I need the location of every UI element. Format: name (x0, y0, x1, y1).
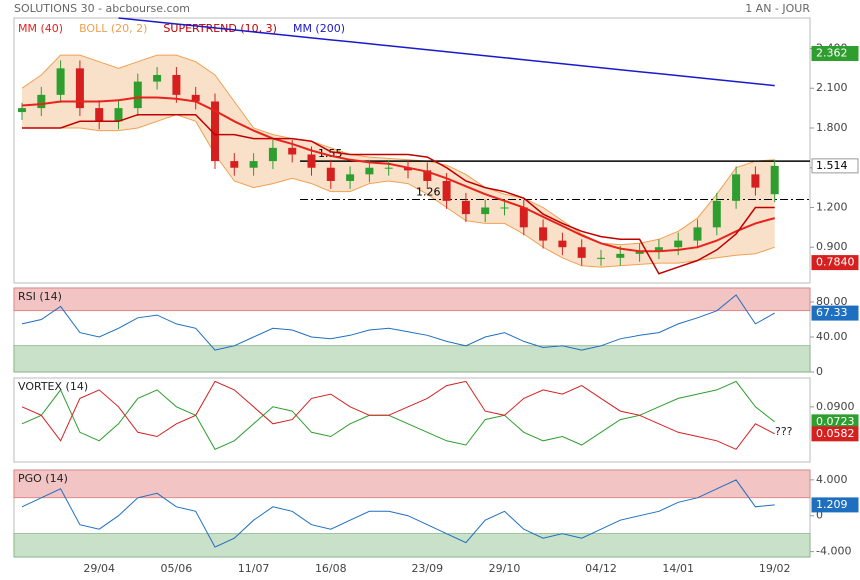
candle-body (500, 207, 509, 209)
candle-body (404, 167, 412, 171)
page-title: SOLUTIONS 30 - abcbourse.com (14, 2, 190, 15)
legend-entry: MM (40) (18, 22, 63, 35)
candle-body (56, 68, 65, 95)
legend-entry: MM (200) (293, 22, 345, 35)
x-tick-label: 14/01 (662, 562, 694, 575)
overbought-zone (13, 287, 811, 312)
candle-body (365, 167, 374, 175)
panel-title: PGO (14) (18, 472, 68, 485)
candle-body (307, 154, 316, 168)
candle-body (191, 94, 200, 102)
candle-body (461, 200, 470, 215)
value-tag-label: 0.7840 (816, 256, 855, 269)
candle-body (346, 174, 355, 181)
x-tick-label: 11/07 (238, 562, 270, 575)
y-tick-label: 1.200 (816, 200, 848, 213)
candle-body (635, 251, 644, 254)
x-tick-label: 04/12 (585, 562, 617, 575)
candle-body (481, 207, 490, 215)
candle-body (732, 174, 741, 201)
value-tag (811, 497, 859, 513)
candle-body (712, 200, 721, 228)
panel-title: RSI (14) (18, 290, 62, 303)
y-tick-label: 80.00 (816, 295, 848, 308)
panel-title: VORTEX (14) (18, 380, 88, 393)
candle-body (751, 174, 760, 188)
y-tick-label: 1.800 (816, 121, 848, 134)
candle-body (654, 247, 663, 252)
candle-body (423, 170, 432, 181)
candle-body (95, 108, 104, 122)
y-tick-label: 40.00 (816, 330, 848, 343)
moving-line (21, 96, 775, 253)
value-tag-label: 0.0582 (816, 427, 855, 440)
candle-body (114, 108, 123, 122)
candle-body (288, 147, 297, 155)
bollinger-upper (21, 54, 775, 246)
candle-body (442, 180, 451, 201)
y-tick-label: 0.900 (816, 240, 848, 253)
candle-body (597, 257, 605, 259)
candle-body (153, 74, 162, 82)
indicator-line (21, 380, 775, 450)
value-tag-label: 67.33 (816, 306, 848, 319)
period: 1 AN - JOUR (745, 2, 810, 15)
candle-body (519, 207, 528, 228)
value-tag (811, 255, 859, 271)
legend-entry: BOLL (20, 2) (79, 22, 147, 35)
oversold-zone (13, 345, 811, 373)
value-tag-label: 2.362 (816, 47, 848, 60)
candle-body (693, 227, 702, 241)
candle-body (558, 240, 567, 248)
annotation: ??? (775, 425, 793, 438)
value-tag (811, 46, 859, 62)
x-tick-label: 19/02 (759, 562, 791, 575)
y-tick-label: 4.000 (816, 473, 848, 486)
value-tag-label: 1.209 (816, 498, 848, 511)
overbought-zone (13, 469, 811, 499)
x-tick-label: 29/04 (83, 562, 115, 575)
panel (13, 377, 811, 463)
y-tick-label: 0 (816, 365, 823, 378)
candle-body (770, 165, 779, 195)
value-tag-label: 0.0723 (816, 415, 855, 428)
value-tag (811, 426, 859, 442)
x-tick-label: 23/09 (411, 562, 443, 575)
x-tick-label: 16/08 (315, 562, 347, 575)
indicator-line (21, 294, 775, 351)
candle-body (539, 227, 548, 241)
candle-body (268, 147, 277, 162)
value-tag-label: 1.514 (816, 159, 848, 172)
indicator-line (21, 380, 776, 450)
bollinger-lower (22, 114, 775, 268)
value-tag (811, 305, 859, 321)
candle-body (18, 108, 26, 113)
candle-body (384, 167, 393, 169)
value-tag (811, 158, 859, 174)
x-tick-label: 29/10 (489, 562, 521, 575)
candle-body (75, 68, 84, 109)
candle-body (326, 167, 335, 181)
x-tick-label: 05/06 (161, 562, 193, 575)
candle-body (674, 240, 683, 248)
level-label: 1.26 (416, 186, 441, 199)
y-tick-label: 0 (816, 509, 823, 522)
moving-line (118, 17, 775, 87)
candle-body (37, 94, 46, 109)
indicator-line (21, 479, 775, 548)
candle-body (211, 101, 219, 162)
candle-body (616, 253, 625, 258)
candle-body (577, 247, 586, 258)
y-tick-label: -4.000 (816, 545, 851, 558)
candle-body (249, 161, 258, 168)
oversold-zone (13, 533, 811, 558)
candle-body (230, 161, 239, 168)
candle-body (172, 74, 181, 95)
moving-line (22, 113, 775, 275)
y-tick-label: 0.0900 (816, 400, 855, 413)
candle-body (133, 81, 142, 109)
y-tick-label: 2.100 (816, 81, 848, 94)
